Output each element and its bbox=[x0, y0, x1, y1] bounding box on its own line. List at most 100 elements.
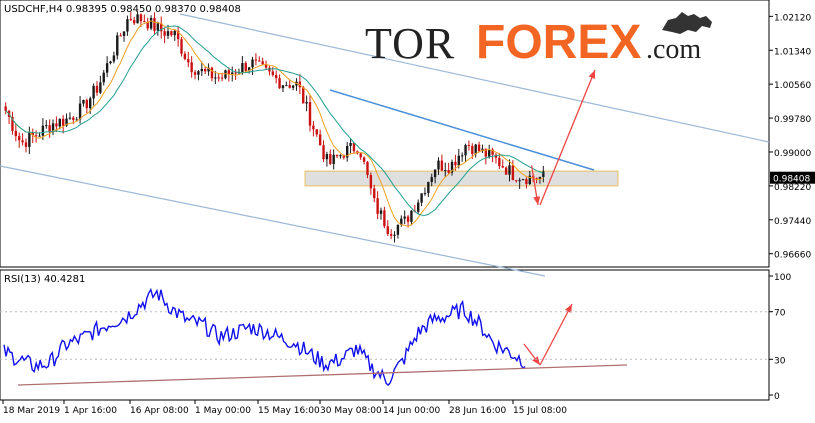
candle-body bbox=[203, 68, 207, 72]
candle-body bbox=[109, 61, 112, 64]
candle-body bbox=[18, 136, 21, 141]
time-tick-label: 30 May 08:00 bbox=[320, 406, 382, 416]
candle-body bbox=[278, 78, 281, 89]
candle-body bbox=[484, 148, 488, 157]
candle-body bbox=[149, 17, 153, 29]
candle-body bbox=[332, 154, 335, 164]
candle-body bbox=[200, 68, 204, 72]
candle-body bbox=[389, 233, 393, 236]
candle-body bbox=[504, 167, 508, 175]
candle-body bbox=[393, 234, 396, 236]
candle-body bbox=[396, 225, 400, 235]
candle-body bbox=[464, 144, 467, 156]
rsi-tick-label: 70 bbox=[774, 309, 786, 319]
candle-body bbox=[302, 87, 305, 104]
candle-body bbox=[85, 99, 89, 109]
candle-body bbox=[173, 30, 176, 36]
candle-body bbox=[508, 165, 511, 175]
candle-body bbox=[521, 179, 525, 181]
forecast-arrow-up-head bbox=[588, 70, 596, 79]
candle-body bbox=[305, 102, 308, 104]
candle-body bbox=[156, 23, 160, 31]
candle-body bbox=[525, 179, 528, 184]
candle-body bbox=[143, 21, 146, 23]
candle-body bbox=[251, 59, 254, 68]
rsi-arrow-down-head bbox=[532, 356, 540, 365]
candle-body bbox=[45, 125, 48, 127]
candle-body bbox=[460, 155, 464, 157]
candle-body bbox=[24, 142, 28, 147]
candle-body bbox=[102, 72, 105, 83]
current-price-marker bbox=[770, 171, 815, 184]
time-tick-label: 15 Jul 08:00 bbox=[513, 406, 567, 416]
candle-body bbox=[58, 118, 61, 127]
time-tick-label: 1 Apr 16:00 bbox=[64, 406, 117, 416]
price-tick-label: 0.99780 bbox=[774, 115, 811, 125]
candle-body bbox=[406, 216, 410, 222]
forecast-arrow-down-head bbox=[533, 196, 541, 205]
candle-body bbox=[132, 20, 136, 24]
candle-body bbox=[4, 106, 7, 111]
candle-body bbox=[312, 125, 315, 130]
candle-body bbox=[99, 82, 102, 93]
rsi-header: RSI(13) 40.4281 bbox=[4, 274, 85, 285]
candle-body bbox=[369, 174, 373, 189]
candle-body bbox=[538, 176, 542, 180]
candle-body bbox=[349, 142, 352, 146]
candle-body bbox=[31, 132, 34, 136]
candle-body bbox=[227, 70, 231, 75]
candle-body bbox=[51, 123, 55, 132]
candle-body bbox=[362, 157, 366, 162]
channel-lines bbox=[0, 13, 770, 277]
candle-body bbox=[224, 70, 227, 79]
candle-body bbox=[471, 145, 474, 155]
candle-body bbox=[535, 178, 538, 180]
candles-group bbox=[4, 11, 545, 243]
candle-body bbox=[190, 62, 193, 73]
candle-body bbox=[329, 154, 332, 164]
candle-body bbox=[274, 74, 278, 79]
current-price-label: 0.98408 bbox=[773, 175, 810, 185]
candle-body bbox=[28, 132, 31, 147]
resistance-trendline bbox=[329, 89, 595, 171]
candle-body bbox=[183, 53, 187, 60]
candle-body bbox=[122, 31, 126, 36]
candle-body bbox=[322, 145, 325, 160]
ma-fast-line bbox=[5, 20, 544, 228]
candle-body bbox=[119, 35, 122, 37]
candle-body bbox=[170, 31, 173, 36]
candle-body bbox=[308, 102, 312, 126]
price-tick-label: 0.96660 bbox=[774, 251, 811, 261]
torforex-logo: TOR FOREX .com bbox=[365, 12, 712, 69]
candle-body bbox=[403, 216, 406, 219]
candle-body bbox=[467, 144, 471, 146]
candle-body bbox=[153, 17, 156, 31]
candle-body bbox=[285, 85, 288, 87]
candle-body bbox=[518, 180, 521, 182]
candle-body bbox=[247, 67, 251, 71]
candle-body bbox=[291, 85, 295, 88]
candle-body bbox=[491, 149, 494, 155]
candle-body bbox=[176, 30, 180, 40]
logo-com: .com bbox=[646, 34, 701, 65]
rsi-tick-label: 100 bbox=[774, 273, 791, 283]
candle-body bbox=[180, 39, 183, 54]
candle-body bbox=[454, 161, 457, 166]
candle-body bbox=[217, 77, 220, 79]
candle-body bbox=[207, 67, 210, 72]
rsi-line bbox=[3, 287, 526, 387]
candle-body bbox=[160, 23, 163, 32]
candle-body bbox=[14, 130, 18, 137]
candle-body bbox=[92, 85, 95, 99]
forecast-arrow-up bbox=[539, 69, 596, 206]
candle-body bbox=[444, 170, 447, 172]
candle-body bbox=[335, 154, 339, 157]
price-tick-label: 1.02120 bbox=[774, 13, 811, 23]
candle-body bbox=[258, 60, 261, 62]
rsi-arrow-up bbox=[539, 303, 573, 366]
time-tick-label: 28 Jun 16:00 bbox=[449, 406, 506, 416]
candle-body bbox=[34, 135, 38, 137]
candle-body bbox=[89, 98, 92, 109]
